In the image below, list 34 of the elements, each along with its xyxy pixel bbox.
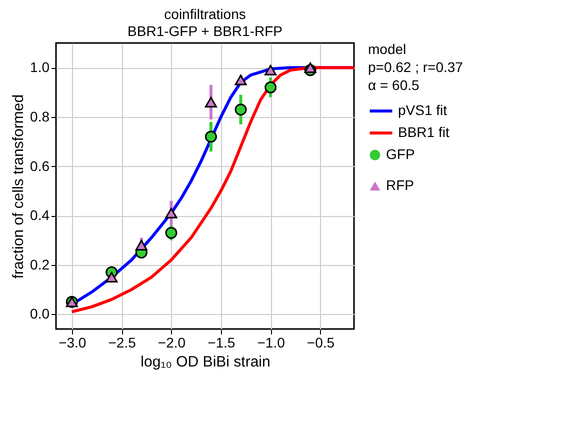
text: α = 60.5 <box>368 77 420 93</box>
y-tick-label: 0.8 <box>30 108 50 124</box>
x-tick-label: −0.5 <box>306 334 335 350</box>
point <box>204 96 217 108</box>
y-tick-label: 0.2 <box>30 256 50 272</box>
legend-label: RFP <box>386 177 414 193</box>
x-tick-label: −3.0 <box>58 334 86 350</box>
x-tick-label: −1.5 <box>208 334 236 350</box>
text: p=0.62 ; r=0.37 <box>368 59 464 75</box>
y-tick-label: 0.0 <box>30 306 50 322</box>
legend-title: model <box>368 41 406 57</box>
y-tick-label: 1.0 <box>30 59 50 76</box>
x-axis-title: log₁₀ OD BiBi strain <box>140 354 270 370</box>
point <box>234 104 247 116</box>
y-axis-title: fraction of cells transformed <box>10 94 28 279</box>
y-tick-label: 0.4 <box>30 207 50 224</box>
legend-label: GFP <box>386 146 415 162</box>
x-tick-label: −2.0 <box>158 334 186 350</box>
point <box>234 74 247 86</box>
point <box>165 226 178 239</box>
point <box>165 208 178 218</box>
point <box>106 272 118 283</box>
point <box>135 240 148 250</box>
x-tick-label: −1.0 <box>257 334 286 350</box>
legend-label: pVS1 fit <box>398 102 448 118</box>
point <box>304 62 316 73</box>
chart-title: coinfiltrations <box>164 6 246 22</box>
y-tick-label: 0.6 <box>30 158 50 174</box>
point <box>264 64 277 76</box>
legend-label: BBR1 fit <box>398 124 450 140</box>
x-tick-label: −2.5 <box>108 334 136 350</box>
chart-subtitle: BBR1-GFP + BBR1-RFP <box>128 23 282 39</box>
point <box>204 130 217 143</box>
point <box>264 81 277 94</box>
